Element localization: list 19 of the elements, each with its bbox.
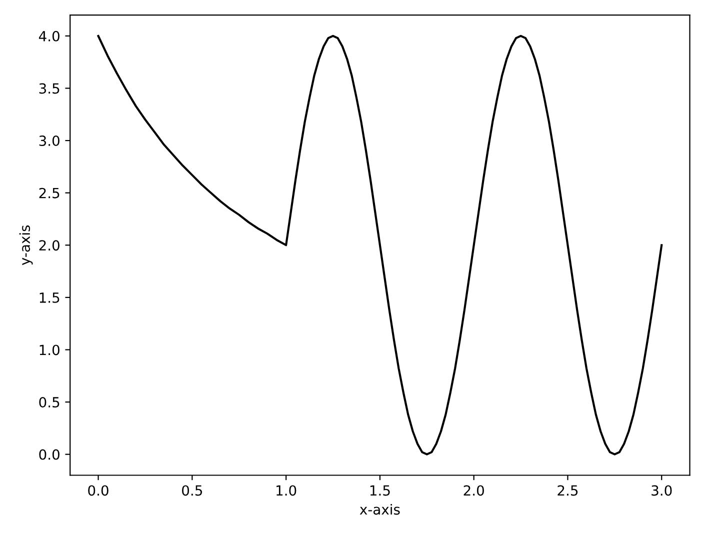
- y-tick-label: 1.0: [40, 344, 60, 356]
- y-tick-label: 1.5: [40, 292, 60, 303]
- y-tick-label: 4.0: [38, 30, 60, 42]
- x-tick-label: 1.0: [276, 485, 296, 496]
- x-axis-title: x-axis: [360, 504, 400, 515]
- y-tick-label: 2.5: [39, 188, 60, 198]
- x-tick-label: 0.5: [182, 485, 202, 496]
- y-tick-label: 3.5: [39, 83, 60, 94]
- y-tick-label: 2.0: [39, 240, 60, 251]
- x-tick-label: 1.5: [370, 485, 390, 496]
- y-tick-label: 3.0: [39, 136, 60, 146]
- x-tick-label: 2.5: [558, 485, 578, 496]
- y-tick-label: 0.5: [39, 397, 60, 408]
- y-axis-title: y-axis: [19, 225, 33, 266]
- y-tick-label: 0.0: [39, 449, 60, 460]
- x-tick-label: 0.0: [88, 485, 108, 496]
- line-series: [97, 34, 663, 456]
- x-tick-label: 2.0: [464, 485, 484, 496]
- x-tick-label: 3.0: [652, 485, 672, 496]
